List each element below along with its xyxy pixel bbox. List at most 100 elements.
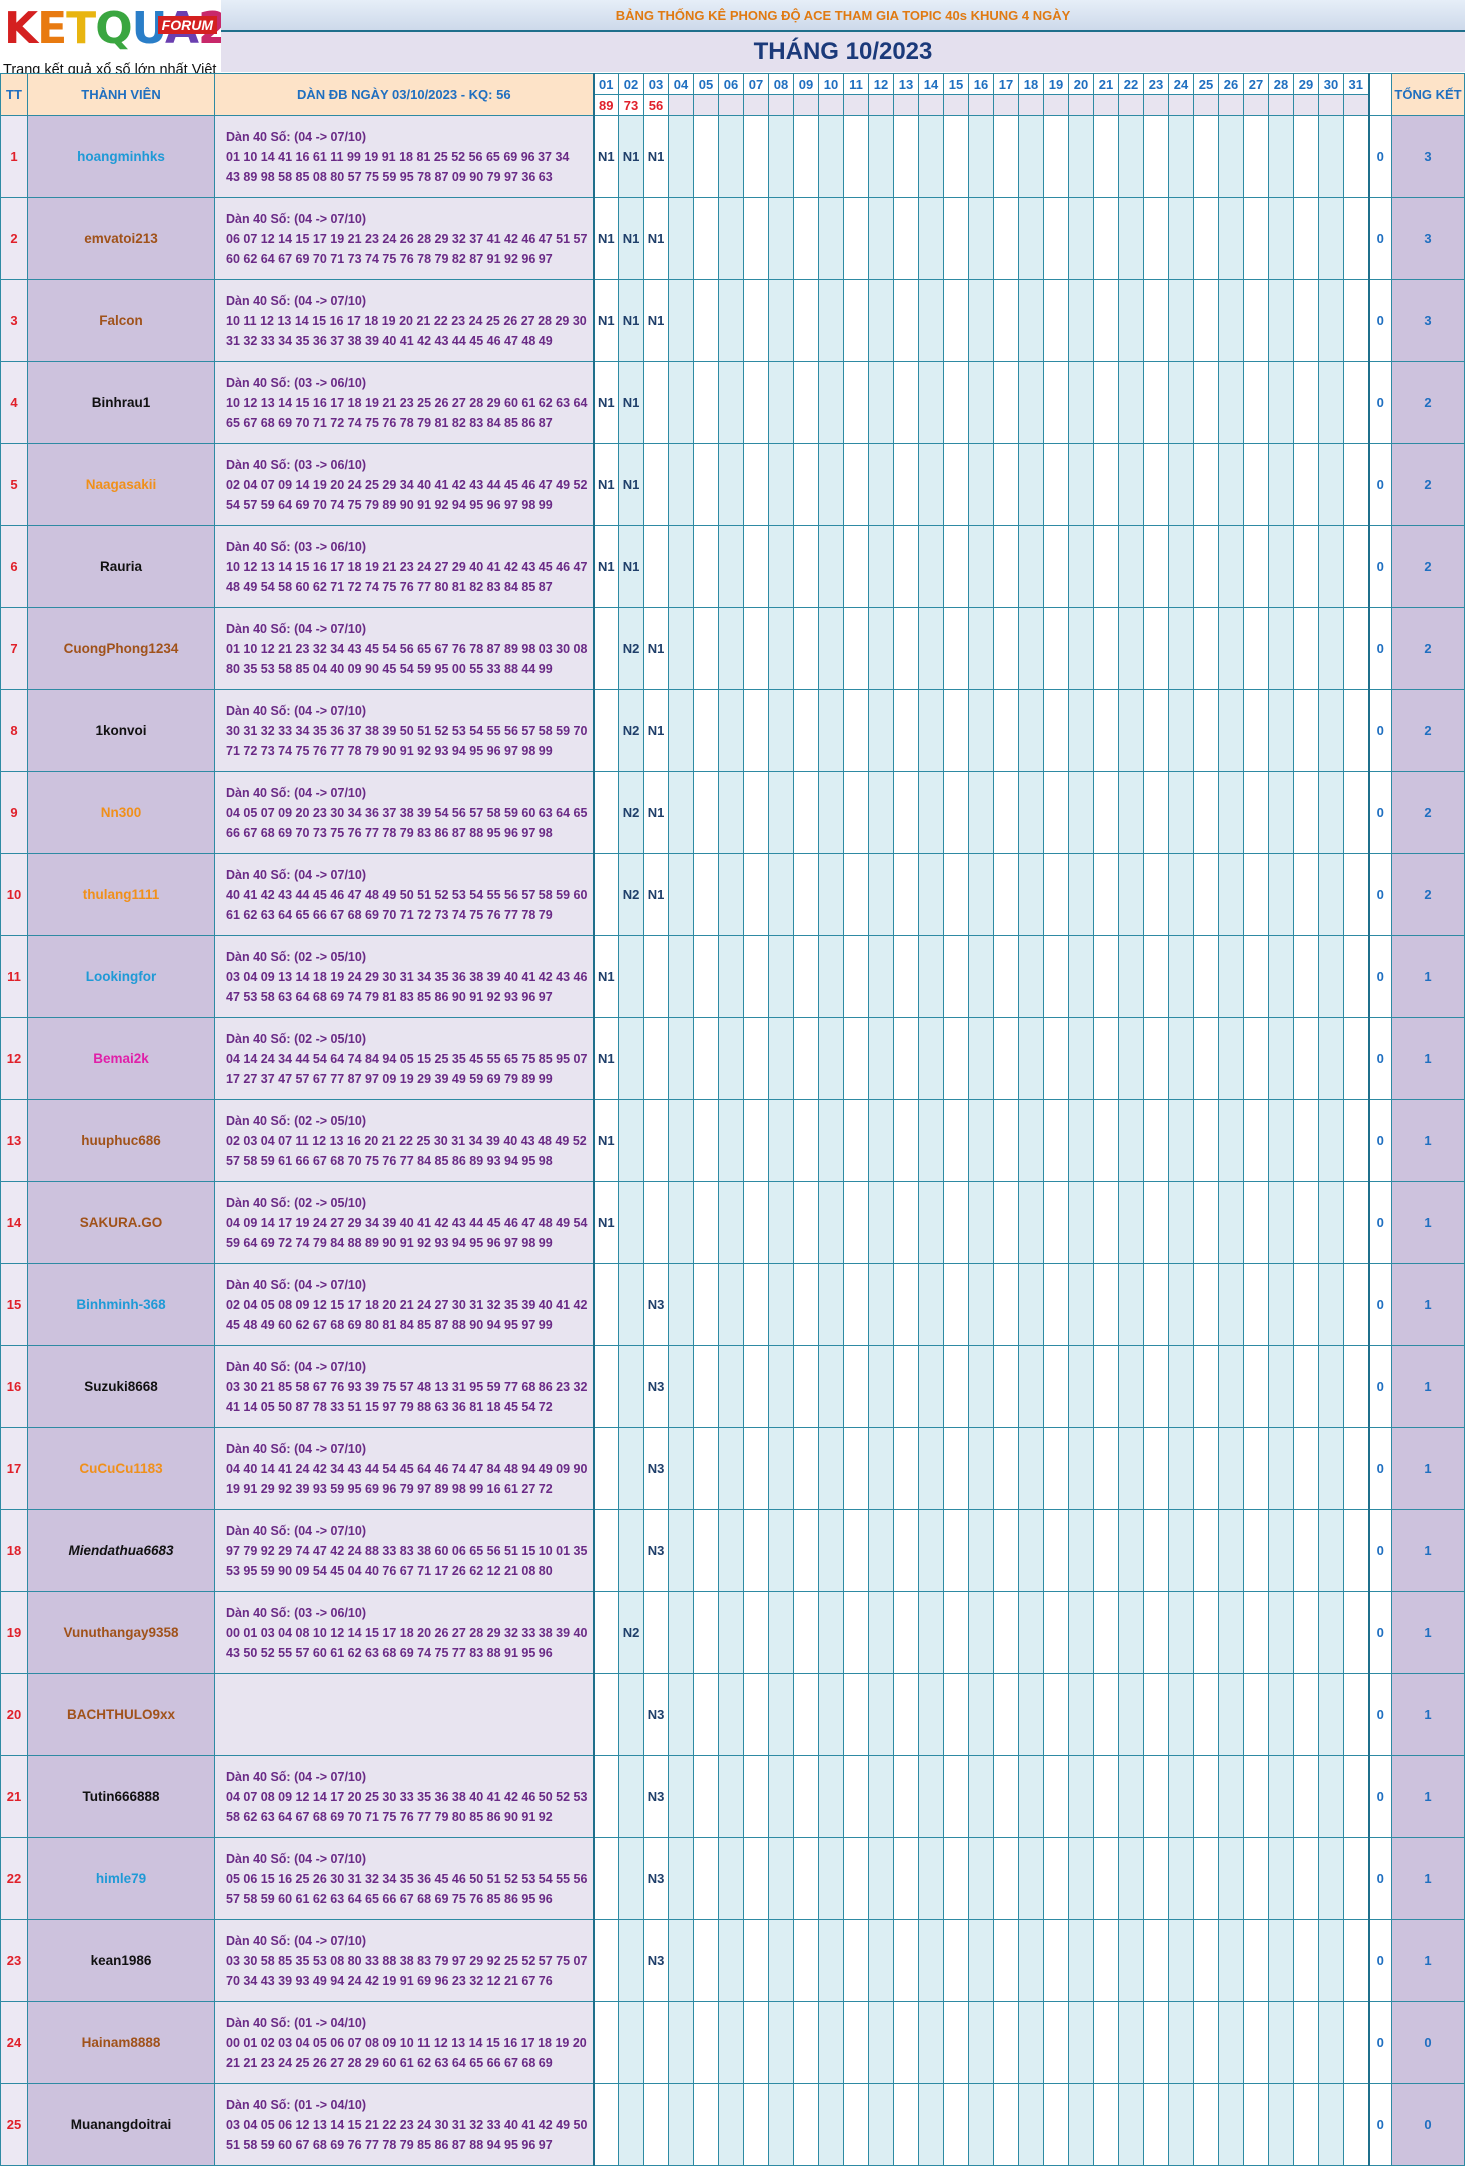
day-cell (643, 2001, 669, 2084)
day-cell (718, 361, 744, 444)
day-cell (668, 1837, 694, 1920)
table-row: 23 kean1986 Dàn 40 Số: (04 -> 07/10) 03 30 … (0, 1919, 1465, 2002)
member-name[interactable]: himle79 (27, 1837, 215, 1920)
day-cell (618, 1099, 644, 1182)
member-name[interactable]: Rauria (27, 525, 215, 608)
day-cell (1343, 197, 1369, 280)
day-cell (768, 279, 794, 362)
day-cell (1243, 279, 1269, 362)
day-cell (993, 1345, 1019, 1428)
day-cell (1018, 279, 1044, 362)
day-cell (843, 2001, 869, 2084)
row-number: 12 (0, 1017, 28, 1100)
table-row: 10 thulang1111 Dàn 40 Số: (04 -> 07/10) 40 … (0, 853, 1465, 936)
day-cell (668, 525, 694, 608)
day-cell (1068, 1345, 1094, 1428)
member-name[interactable]: Hainam8888 (27, 2001, 215, 2084)
ketqua2-forum-logo[interactable]: KETQUA2 FORUM Trang kết quả xổ số lớn nh… (0, 0, 221, 86)
day-cell (943, 935, 969, 1018)
day-cell (1218, 2083, 1244, 2166)
day-cell (993, 1017, 1019, 1100)
day-cell (593, 1345, 619, 1428)
number-set-line: Dàn 40 Số: (04 -> 07/10) (226, 1933, 366, 1948)
member-name[interactable]: hoangminhks (27, 115, 215, 198)
day-cell (768, 935, 794, 1018)
day-cell (868, 115, 894, 198)
day-cell (618, 1919, 644, 2002)
day-cell (1068, 197, 1094, 280)
day-cell (843, 1345, 869, 1428)
day-cell (618, 935, 644, 1018)
member-name[interactable]: Falcon (27, 279, 215, 362)
member-name[interactable]: Muanangdoitrai (27, 2083, 215, 2166)
day-cell (1293, 1345, 1319, 1428)
day-cell (893, 1345, 919, 1428)
member-name[interactable]: CuCuCu1183 (27, 1427, 215, 1510)
day-cell (768, 1755, 794, 1838)
day-cell: N3 (643, 1919, 669, 2002)
zero-count: 0 (1367, 1591, 1392, 1674)
month-title: THÁNG 10/2023 (221, 32, 1465, 72)
day-cell (943, 1591, 969, 1674)
day-cell (593, 2083, 619, 2166)
member-name[interactable]: Miendathua6683 (27, 1509, 215, 1592)
day-cell (1118, 689, 1144, 772)
member-name[interactable]: Nn300 (27, 771, 215, 854)
member-name[interactable]: Vunuthangay9358 (27, 1591, 215, 1674)
day-cell (668, 1017, 694, 1100)
member-name[interactable]: Binhminh-368 (27, 1263, 215, 1346)
member-name[interactable]: Tutin666888 (27, 1755, 215, 1838)
day-cell (918, 607, 944, 690)
day-cell (1043, 115, 1069, 198)
member-name[interactable]: huuphuc686 (27, 1099, 215, 1182)
day-cell (668, 607, 694, 690)
total-count: 2 (1391, 689, 1465, 772)
day-cell (1268, 1837, 1294, 1920)
day-cell (1268, 1263, 1294, 1346)
member-name[interactable]: kean1986 (27, 1919, 215, 2002)
day-cell (1293, 1755, 1319, 1838)
member-name[interactable]: CuongPhong1234 (27, 607, 215, 690)
row-number: 2 (0, 197, 28, 280)
member-name[interactable]: thulang1111 (27, 853, 215, 936)
day-cell (968, 1755, 994, 1838)
number-set-line: 02 03 04 07 11 12 13 16 20 21 22 25 30 3… (226, 1133, 587, 1148)
day-cell (893, 1591, 919, 1674)
day-cell (968, 771, 994, 854)
member-name[interactable]: Binhrau1 (27, 361, 215, 444)
day-cell (768, 1263, 794, 1346)
day-cell (668, 1509, 694, 1592)
day-cell (818, 361, 844, 444)
day-cell (918, 1509, 944, 1592)
day-cell (843, 443, 869, 526)
member-name[interactable]: BACHTHULO9xx (27, 1673, 215, 1756)
member-name[interactable]: SAKURA.GO (27, 1181, 215, 1264)
day-cell (1118, 1591, 1144, 1674)
day-cell (843, 935, 869, 1018)
day-cell (1318, 2083, 1344, 2166)
day-cell (943, 1017, 969, 1100)
day-cell (943, 1509, 969, 1592)
day-cell (718, 115, 744, 198)
day-cell (1043, 1509, 1069, 1592)
day-cell (1043, 1181, 1069, 1264)
number-set-line: 04 14 24 34 44 54 64 74 84 94 05 15 25 3… (226, 1051, 588, 1066)
member-name[interactable]: Naagasakii (27, 443, 215, 526)
member-name[interactable]: Lookingfor (27, 935, 215, 1018)
member-name[interactable]: Suzuki8668 (27, 1345, 215, 1428)
member-name[interactable]: Bemai2k (27, 1017, 215, 1100)
day-cell (1218, 1427, 1244, 1510)
day-cell: N3 (643, 1345, 669, 1428)
member-name[interactable]: 1konvoi (27, 689, 215, 772)
day-cell (793, 1509, 819, 1592)
day-cell (793, 771, 819, 854)
day-cell (843, 1263, 869, 1346)
member-name[interactable]: emvatoi213 (27, 197, 215, 280)
row-number: 18 (0, 1509, 28, 1592)
day-cell (618, 1181, 644, 1264)
day-cell (1268, 1345, 1294, 1428)
number-set: Dàn 40 Số: (01 -> 04/10) 03 04 05 06 12 1… (214, 2083, 595, 2166)
day-cell (793, 935, 819, 1018)
day-cell (918, 279, 944, 362)
